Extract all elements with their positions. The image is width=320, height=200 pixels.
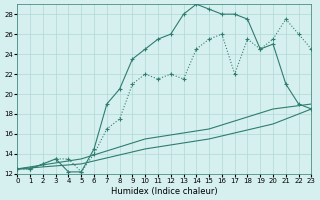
X-axis label: Humidex (Indice chaleur): Humidex (Indice chaleur) xyxy=(111,187,218,196)
